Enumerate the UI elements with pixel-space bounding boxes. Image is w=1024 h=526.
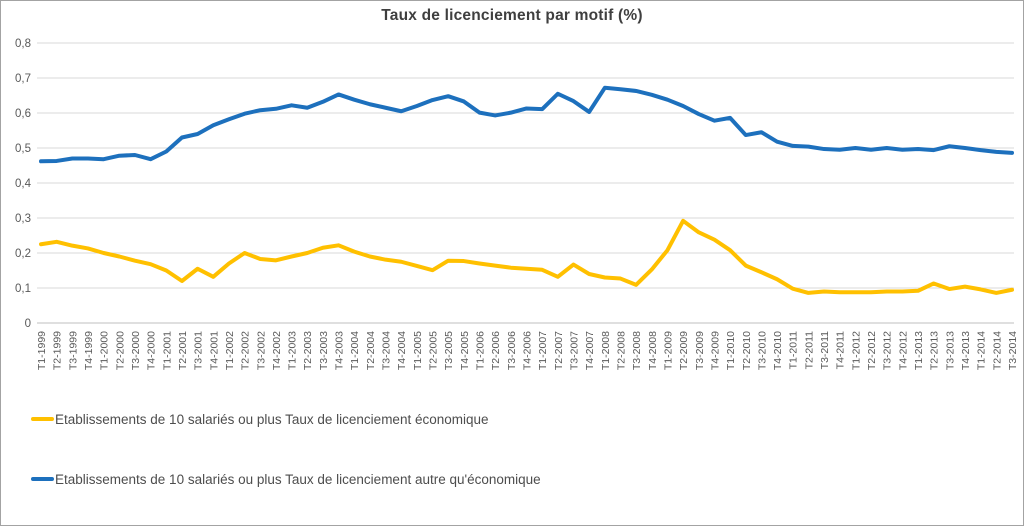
svg-text:T3-2002: T3-2002 <box>255 331 267 370</box>
svg-text:T1-2013: T1-2013 <box>913 331 925 370</box>
svg-text:T1-2014: T1-2014 <box>976 331 988 370</box>
svg-text:T1-1999: T1-1999 <box>36 331 48 370</box>
svg-text:T2-2000: T2-2000 <box>114 331 126 370</box>
svg-text:T2-2013: T2-2013 <box>929 331 941 370</box>
svg-text:0,7: 0,7 <box>15 73 31 85</box>
svg-text:0,8: 0,8 <box>15 38 31 50</box>
svg-text:T4-2012: T4-2012 <box>897 331 909 370</box>
svg-text:T2-2001: T2-2001 <box>177 331 189 370</box>
svg-text:T3-2000: T3-2000 <box>130 331 142 370</box>
svg-text:T2-2003: T2-2003 <box>302 331 314 370</box>
svg-text:T3-2006: T3-2006 <box>506 331 518 370</box>
svg-text:T3-2007: T3-2007 <box>568 331 580 370</box>
svg-text:T1-2002: T1-2002 <box>224 331 236 370</box>
svg-text:T2-2008: T2-2008 <box>615 331 627 370</box>
svg-text:T4-2000: T4-2000 <box>146 331 158 370</box>
svg-text:T2-2011: T2-2011 <box>803 331 815 369</box>
svg-text:T2-2006: T2-2006 <box>490 331 502 370</box>
svg-text:T4-2011: T4-2011 <box>835 331 847 369</box>
svg-text:T2-2010: T2-2010 <box>741 331 753 370</box>
svg-text:T1-2009: T1-2009 <box>662 331 674 370</box>
svg-text:T4-2010: T4-2010 <box>772 331 784 370</box>
svg-text:T3-2009: T3-2009 <box>694 331 706 370</box>
svg-text:T2-2002: T2-2002 <box>240 331 252 370</box>
legend-label-licenciement-economique: Etablissements de 10 salariés ou plus Ta… <box>55 411 489 427</box>
svg-text:T1-2001: T1-2001 <box>161 331 173 370</box>
svg-text:T2-2007: T2-2007 <box>553 331 565 370</box>
svg-text:T1-2010: T1-2010 <box>725 331 737 370</box>
svg-text:0,5: 0,5 <box>15 143 31 155</box>
legend-swatch-blue-line-icon <box>31 476 54 482</box>
svg-text:T4-2002: T4-2002 <box>271 331 283 370</box>
svg-text:T3-2008: T3-2008 <box>631 331 643 370</box>
legend-item-licenciement-autre-economique: Etablissements de 10 salariés ou plus Ta… <box>31 469 541 489</box>
svg-text:0,1: 0,1 <box>15 283 31 295</box>
svg-text:T3-2005: T3-2005 <box>443 331 455 370</box>
svg-text:T4-2006: T4-2006 <box>522 331 534 370</box>
svg-text:T2-2014: T2-2014 <box>991 331 1003 370</box>
svg-text:0,4: 0,4 <box>15 178 32 190</box>
svg-text:T1-2011: T1-2011 <box>788 331 800 369</box>
svg-text:0,2: 0,2 <box>15 248 31 260</box>
svg-text:T3-2001: T3-2001 <box>193 331 205 370</box>
svg-text:T4-2004: T4-2004 <box>396 331 408 370</box>
svg-text:T1-2012: T1-2012 <box>850 331 862 370</box>
svg-text:T3-2014: T3-2014 <box>1007 331 1019 370</box>
svg-text:0: 0 <box>25 318 31 330</box>
svg-text:T1-2005: T1-2005 <box>412 331 424 370</box>
svg-text:T3-2010: T3-2010 <box>756 331 768 370</box>
svg-text:T4-1999: T4-1999 <box>83 331 95 370</box>
svg-text:T1-2003: T1-2003 <box>287 331 299 370</box>
svg-text:T1-2000: T1-2000 <box>99 331 111 370</box>
svg-text:T3-2011: T3-2011 <box>819 331 831 369</box>
svg-text:T2-2012: T2-2012 <box>866 331 878 370</box>
svg-text:T4-2001: T4-2001 <box>208 331 220 370</box>
svg-text:0,3: 0,3 <box>15 213 31 225</box>
svg-text:T4-2008: T4-2008 <box>647 331 659 370</box>
svg-text:T1-2008: T1-2008 <box>600 331 612 370</box>
svg-text:T1-2004: T1-2004 <box>349 331 361 370</box>
svg-text:T2-1999: T2-1999 <box>52 331 64 370</box>
svg-text:T4-2009: T4-2009 <box>709 331 721 370</box>
svg-text:T3-2004: T3-2004 <box>381 331 393 370</box>
svg-text:T4-2007: T4-2007 <box>584 331 596 370</box>
legend-label-licenciement-autre-economique: Etablissements de 10 salariés ou plus Ta… <box>55 471 541 487</box>
svg-text:T1-2006: T1-2006 <box>475 331 487 370</box>
svg-text:T4-2003: T4-2003 <box>334 331 346 370</box>
svg-text:T4-2005: T4-2005 <box>459 331 471 370</box>
legend-item-licenciement-economique: Etablissements de 10 salariés ou plus Ta… <box>31 409 489 429</box>
svg-text:T3-1999: T3-1999 <box>67 331 79 370</box>
svg-text:T2-2004: T2-2004 <box>365 331 377 370</box>
svg-text:T3-2003: T3-2003 <box>318 331 330 370</box>
chart-title: Taux de licenciement par motif (%) <box>381 7 643 24</box>
svg-text:T4-2013: T4-2013 <box>960 331 972 370</box>
svg-text:0,6: 0,6 <box>15 108 31 120</box>
svg-text:T2-2009: T2-2009 <box>678 331 690 370</box>
svg-text:T1-2007: T1-2007 <box>537 331 549 370</box>
legend-swatch-yellow-line-icon <box>31 416 54 422</box>
svg-text:T3-2012: T3-2012 <box>882 331 894 370</box>
svg-text:T3-2013: T3-2013 <box>944 331 956 370</box>
svg-text:T2-2005: T2-2005 <box>428 331 440 370</box>
